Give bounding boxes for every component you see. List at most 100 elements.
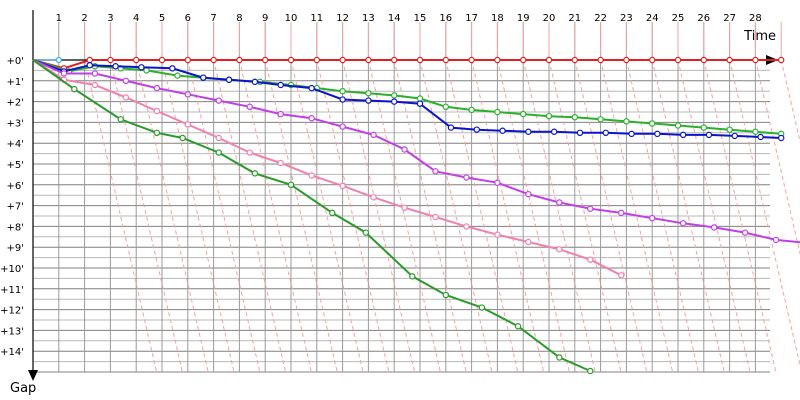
- data-point: [71, 85, 78, 93]
- data-point: [391, 98, 398, 105]
- series-1: [32, 56, 785, 72]
- guide-line: [574, 59, 648, 373]
- x-tick-label: 19: [517, 13, 530, 24]
- series-3: [32, 59, 785, 142]
- data-point: [251, 78, 259, 86]
- data-point: [731, 132, 738, 140]
- data-point: [143, 67, 150, 74]
- x-tick-label: 12: [336, 13, 349, 24]
- data-point: [649, 56, 656, 64]
- data-point: [370, 194, 377, 201]
- x-tick-label: 6: [185, 13, 191, 24]
- data-point: [60, 70, 68, 77]
- data-point: [246, 149, 253, 156]
- x-tick-label: 23: [620, 13, 633, 24]
- guide-line: [780, 59, 800, 144]
- data-point: [122, 77, 130, 85]
- data-point: [432, 213, 439, 221]
- data-point: [499, 127, 506, 134]
- data-point: [215, 149, 222, 156]
- y-tick-label: +12': [0, 306, 24, 317]
- data-point: [432, 168, 439, 175]
- data-point: [236, 56, 243, 64]
- data-point: [169, 65, 176, 72]
- data-point: [277, 81, 284, 89]
- x-tick-label: 18: [491, 13, 504, 24]
- data-point: [117, 116, 124, 123]
- x-tick-label: 13: [362, 13, 375, 24]
- data-point: [587, 256, 594, 263]
- data-point: [494, 179, 501, 186]
- data-point: [179, 134, 186, 142]
- x-tick-label: 26: [697, 13, 710, 24]
- data-point: [571, 56, 579, 64]
- data-point: [556, 199, 563, 206]
- data-point: [262, 56, 269, 64]
- x-tick-label: 8: [236, 13, 242, 24]
- data-point: [215, 97, 222, 104]
- x-tick-label: 22: [594, 13, 607, 24]
- x-axis-title: Time: [743, 29, 776, 44]
- data-point: [752, 128, 759, 135]
- y-tick-label: +7': [7, 202, 25, 213]
- data-point: [401, 204, 408, 211]
- y-tick-label: +4': [7, 139, 25, 150]
- data-point: [468, 56, 475, 64]
- guide-line: [135, 59, 209, 373]
- data-point: [710, 224, 718, 231]
- y-tick-label: +5': [7, 160, 25, 171]
- data-point: [772, 236, 780, 244]
- guide-line: [496, 59, 570, 373]
- data-point: [308, 172, 315, 179]
- guide-line: [419, 59, 493, 373]
- data-point: [339, 56, 346, 64]
- y-tick-label: +0': [7, 56, 25, 67]
- data-point: [362, 229, 370, 236]
- x-tick-label: 7: [210, 13, 216, 24]
- data-point: [225, 76, 233, 83]
- x-tick-label: 27: [723, 13, 736, 24]
- data-point: [674, 56, 682, 64]
- y-tick-label: +2': [7, 98, 25, 109]
- data-point: [313, 56, 320, 64]
- data-point: [700, 56, 708, 64]
- data-point: [778, 56, 785, 64]
- data-point: [679, 220, 687, 227]
- data-point: [370, 131, 377, 139]
- data-point: [649, 214, 656, 222]
- guide-line: [367, 59, 441, 373]
- data-point: [587, 205, 594, 212]
- data-point: [184, 91, 191, 98]
- x-tick-label: 1: [56, 13, 62, 24]
- data-point: [277, 110, 284, 118]
- data-point: [618, 209, 625, 217]
- data-point: [246, 103, 253, 111]
- data-point: [132, 56, 140, 64]
- guide-line: [84, 59, 158, 373]
- data-point: [545, 56, 553, 64]
- y-tick-label: +10': [0, 264, 24, 275]
- data-point: [468, 106, 475, 114]
- data-point: [365, 97, 372, 104]
- data-point: [447, 124, 455, 131]
- x-tick-label: 10: [285, 13, 298, 24]
- guide-line: [161, 59, 235, 373]
- x-tick-label: 2: [81, 13, 87, 24]
- data-point: [416, 95, 424, 102]
- data-point: [153, 84, 161, 92]
- x-tick-label: 25: [672, 13, 685, 24]
- guide-line: [729, 59, 800, 368]
- data-point: [184, 56, 191, 64]
- guide-line: [522, 59, 596, 373]
- data-point: [726, 126, 733, 133]
- data-point: [705, 131, 713, 139]
- data-point: [287, 56, 295, 64]
- data-point: [628, 130, 635, 138]
- data-point: [571, 113, 579, 121]
- data-point: [700, 124, 708, 131]
- series-line: [32, 59, 782, 70]
- data-point: [463, 223, 470, 230]
- guide-line: [625, 59, 699, 373]
- data-point: [200, 74, 207, 81]
- y-tick-label: +13': [0, 326, 24, 337]
